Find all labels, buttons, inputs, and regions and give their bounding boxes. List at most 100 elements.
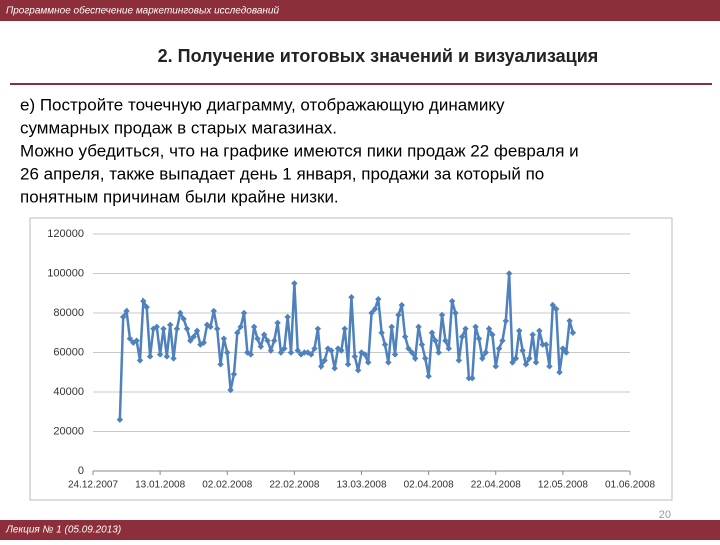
data-point [311,345,318,352]
data-point [274,319,281,327]
data-point [485,325,493,332]
data-point [193,327,201,334]
data-point [160,325,167,332]
data-point [378,329,385,336]
data-point [163,353,171,360]
data-point [391,351,399,358]
page-number: 20 [659,509,671,521]
data-point [224,349,231,356]
data-point [294,347,301,354]
data-point [385,359,392,366]
data-point [361,351,369,358]
body-line: 26 апреля, также выпадает день 1 января,… [20,164,544,183]
data-point [354,367,362,374]
y-tick-label: 80000 [53,307,84,319]
data-point [254,335,261,342]
data-point [368,309,375,317]
data-point [153,323,160,331]
data-point [458,333,466,340]
x-tick-label: 22.04.2008 [471,480,521,491]
data-point [120,313,127,321]
data-point [318,363,325,370]
data-point [170,355,177,362]
data-point [509,359,516,366]
data-point [331,365,338,372]
data-point [489,331,496,338]
data-point [569,329,577,336]
body-text: е) Постройте точечную диаграмму, отображ… [20,95,579,206]
data-point [465,374,473,382]
data-point [146,353,154,360]
data-point [180,315,187,323]
body-line: понятным причинам были крайне низки. [20,187,339,206]
y-tick-label: 60000 [53,346,84,358]
data-point [230,371,238,378]
data-point [452,309,459,317]
data-point [405,345,412,352]
slide-title: 2. Получение итоговых значений и визуали… [158,46,599,66]
y-tick-label: 20000 [53,425,84,437]
data-point [344,361,352,368]
y-tick-label: 0 [78,465,84,477]
data-point [559,345,567,352]
data-point [512,355,520,362]
data-point [381,341,389,348]
chart: 0 20000 40000 60000 80000 100000 120000 24.12.2… [47,228,655,491]
data-point [526,355,533,362]
y-tick-label: 120000 [47,228,84,240]
data-point [126,335,134,342]
data-point [472,323,479,331]
data-point [482,349,489,356]
data-point [556,369,563,376]
data-point [432,337,439,344]
data-point [143,303,150,311]
data-point [418,341,426,348]
data-point [173,325,181,332]
data-point [408,349,416,356]
data-point [267,347,275,354]
data-point [442,337,449,344]
data-point [260,331,268,338]
footer-bar [0,520,720,540]
data-point [539,341,546,348]
data-point [365,359,372,366]
x-tick-label: 24.12.2007 [68,480,118,491]
data-point [341,325,348,332]
data-point [546,363,553,370]
data-point [563,349,570,356]
data-point [116,416,124,423]
data-point [271,337,278,344]
data-point [277,349,285,356]
data-point [428,329,436,336]
data-point [156,351,164,358]
chart-frame [29,217,673,501]
data-point [435,349,442,356]
data-point [566,317,573,325]
header-text: Программное обеспечение маркетинговых ис… [6,5,279,17]
data-point [210,307,218,315]
x-tick-label: 13.03.2008 [336,480,386,491]
data-point [314,325,322,332]
data-point [140,297,147,305]
data-point [455,357,463,364]
data-point [307,351,315,358]
data-point [264,337,271,344]
data-point [415,323,422,331]
data-point [542,341,550,348]
data-point [220,335,228,342]
data-point [475,335,483,342]
data-point [438,311,446,319]
data-point [328,347,335,354]
data-point [187,337,194,344]
x-tick-label: 02.04.2008 [404,480,454,491]
x-tick-label: 13.01.2008 [135,480,185,491]
data-point [301,349,308,356]
data-point [519,347,526,354]
data-point [412,355,419,362]
data-point [462,325,469,332]
data-point [398,301,405,309]
data-point [257,343,265,350]
data-point [287,349,295,356]
header-bar [0,0,720,21]
